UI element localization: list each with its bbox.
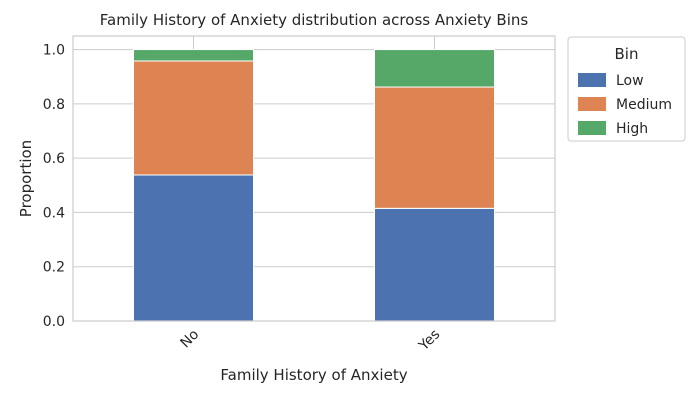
bar-medium-yes [374,86,495,209]
bar-low-no [133,174,254,322]
bar-low-yes [374,207,495,322]
legend-box [567,36,686,142]
legend-label-low: Low [616,73,644,89]
bar-high-yes [374,49,495,88]
bar-medium-no [133,60,254,176]
legend-title: Bin [615,45,639,63]
plot-frame [72,35,556,322]
bar-high-no [133,49,254,62]
legend: Bin Low Medium High [567,36,686,142]
legend-swatch-high [578,121,606,135]
legend-label-high: High [616,121,648,137]
x-axis-ticks: No Yes [178,327,444,355]
bars [133,49,495,322]
y-axis-label: Proportion [17,140,35,217]
x-tick-label: No [178,327,203,352]
x-axis-label: Family History of Anxiety [220,366,407,384]
chart-title: Family History of Anxiety distribution a… [100,11,529,29]
y-tick-label: 0.0 [43,314,65,330]
y-tick-label: 1.0 [43,43,65,59]
legend-items: Low Medium High [578,73,672,137]
y-tick-label: 0.8 [43,97,65,113]
legend-swatch-medium [578,97,606,111]
y-tick-label: 0.4 [43,205,65,221]
y-axis-ticks: 0.0 0.2 0.4 0.6 0.8 1.0 [43,43,65,330]
y-tick-label: 0.2 [43,260,65,276]
x-tick-label: Yes [415,327,443,355]
legend-swatch-low [578,73,606,87]
legend-label-medium: Medium [616,97,672,113]
y-tick-label: 0.6 [43,151,65,167]
